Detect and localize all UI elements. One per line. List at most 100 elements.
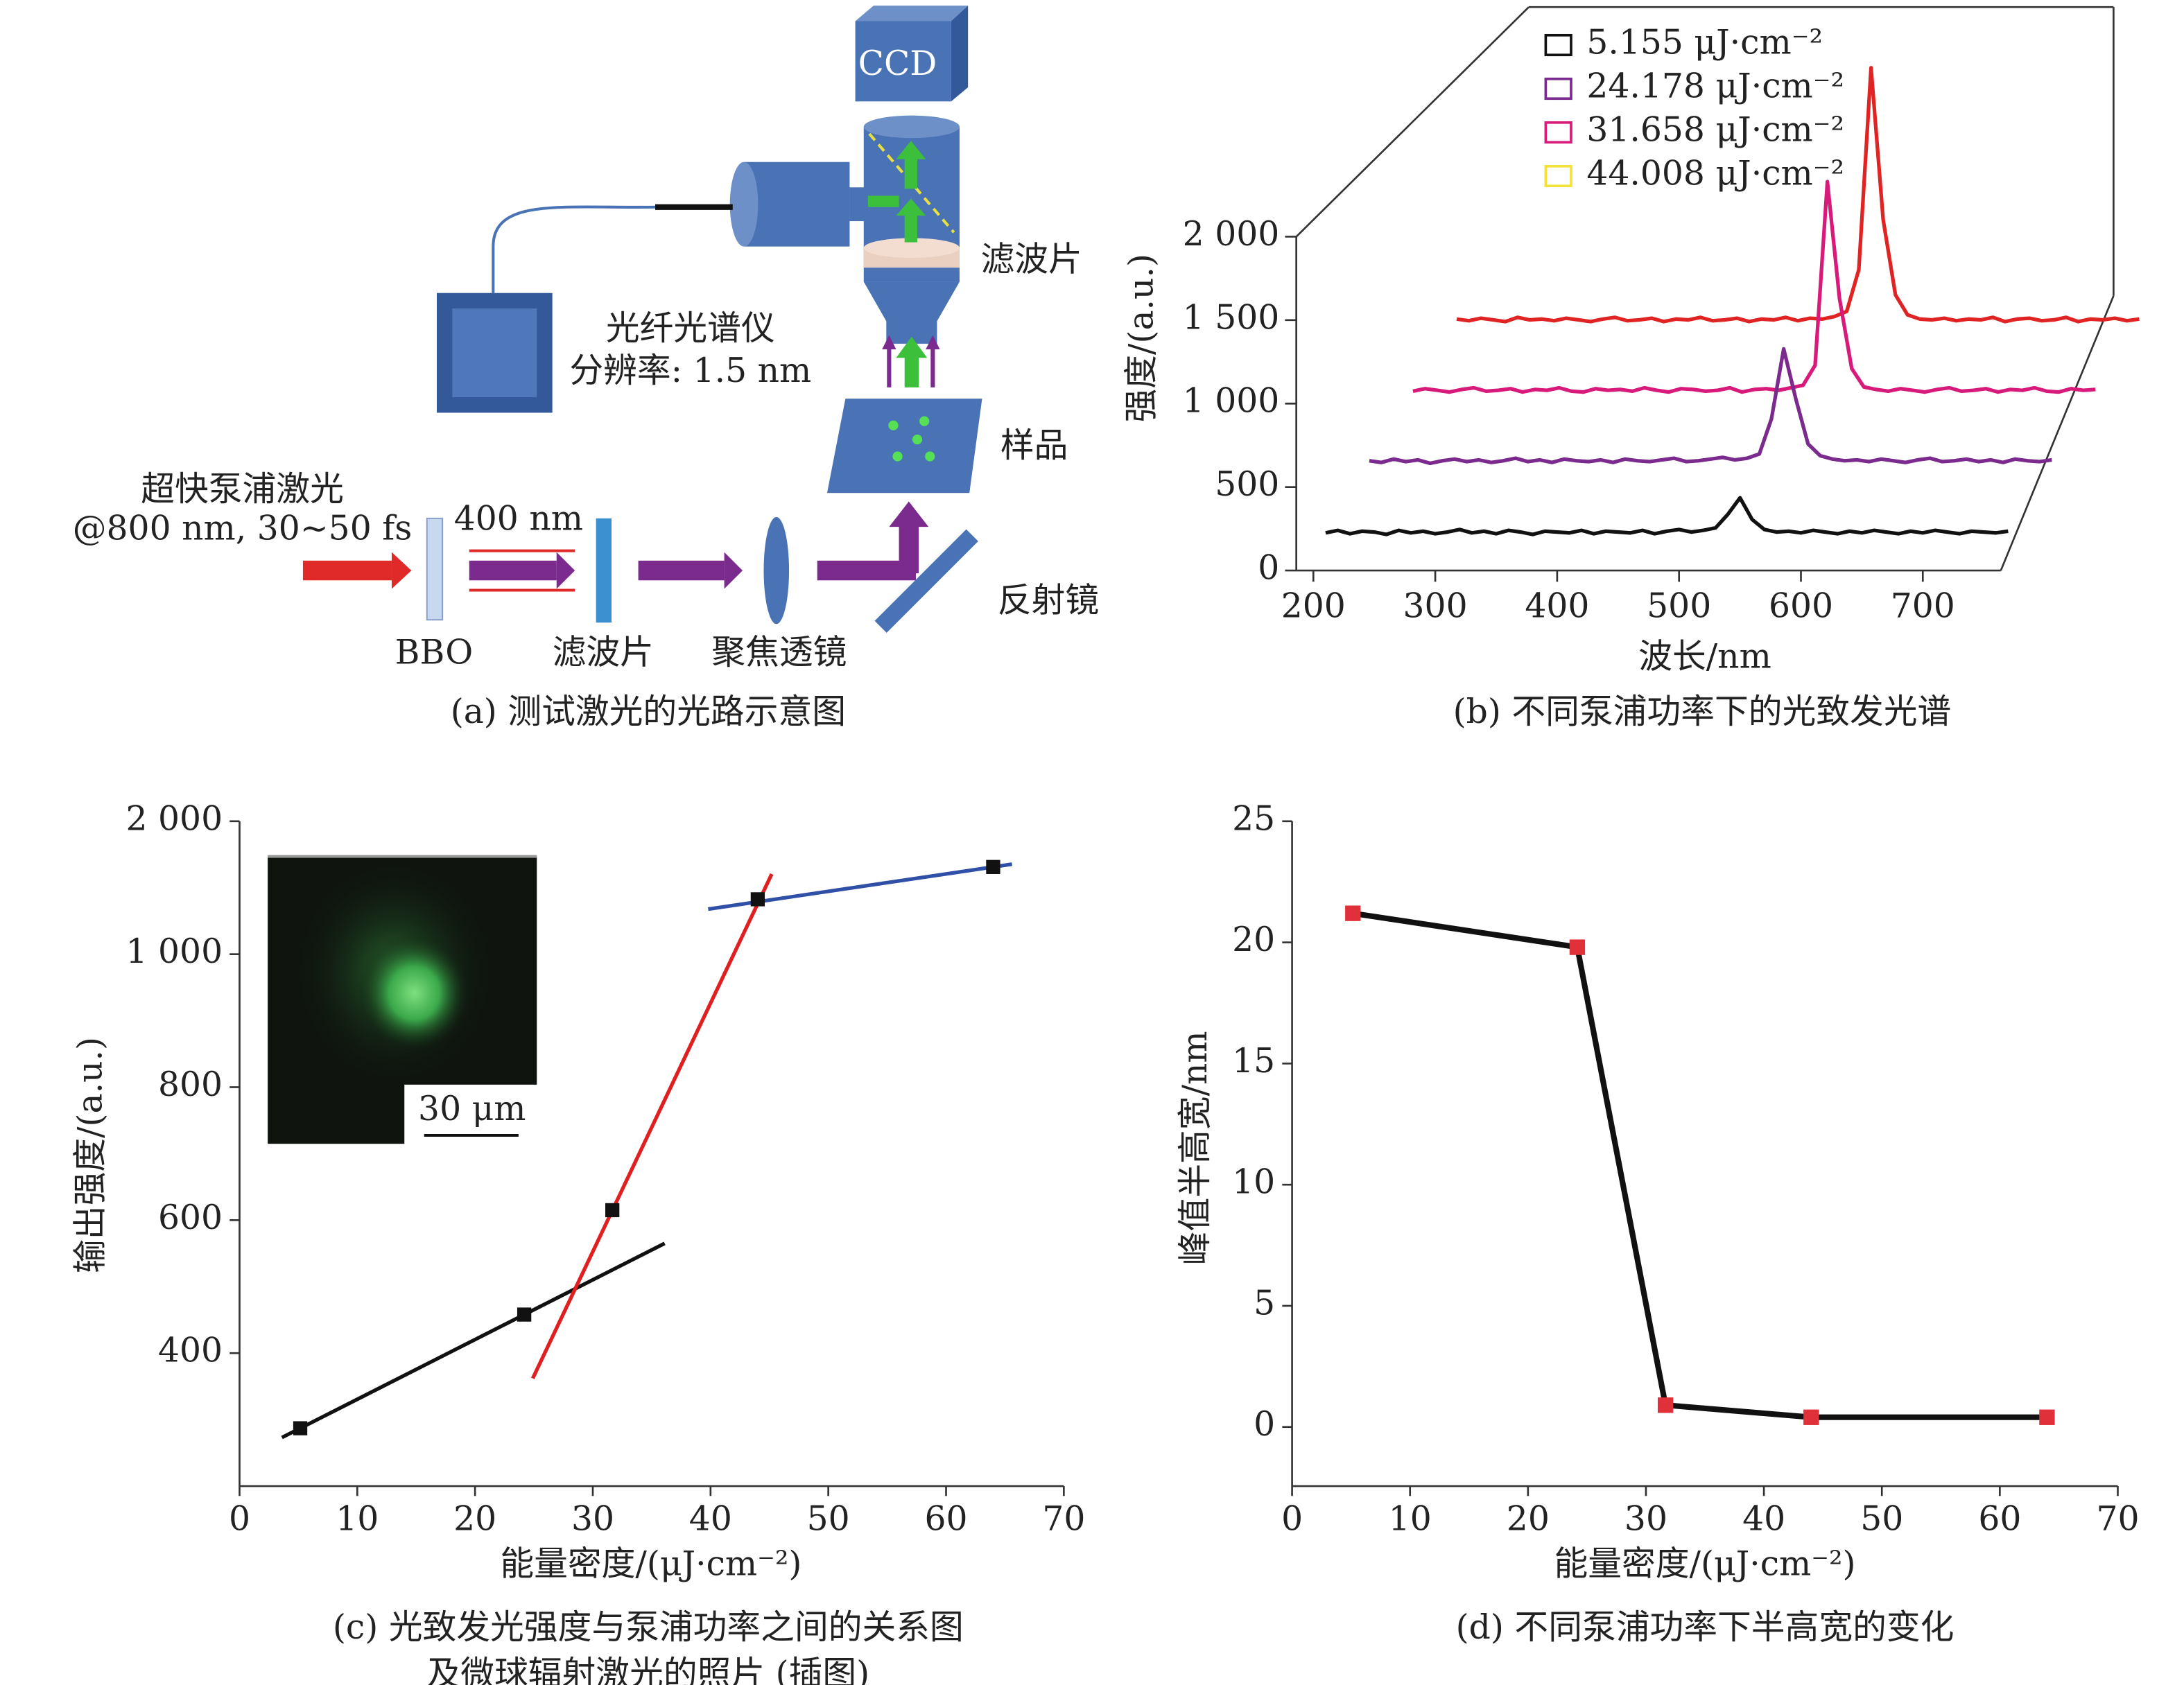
y-axis-title: 输出强度/(a.u.) <box>71 1037 110 1273</box>
spectrometer-label: 光纤光谱仪 <box>606 308 775 348</box>
y-tick-label: 25 <box>1232 798 1275 838</box>
filter-plate <box>596 518 612 623</box>
x-tick-label: 70 <box>2096 1499 2139 1538</box>
y-tick-label: 400 <box>158 1331 223 1370</box>
fiber-coupler <box>744 161 850 247</box>
x-tick-label: 30 <box>571 1499 614 1538</box>
bbo-label: BBO <box>395 633 474 672</box>
mirror <box>874 529 978 633</box>
x-axis-title: 波长/nm <box>1638 637 1771 676</box>
objective-taper <box>863 281 960 322</box>
legend-swatch <box>1544 164 1572 188</box>
sample-label: 样品 <box>1000 426 1068 465</box>
data-point <box>1345 905 1361 921</box>
pump-beam-head <box>889 501 929 527</box>
pump-beam <box>638 560 725 581</box>
caption: (c) 光致发光强度与泵浦功率之间的关系图 <box>333 1607 964 1647</box>
fiber-coupler-end <box>729 161 759 247</box>
laser-label: 超快泵浦激光 <box>141 469 344 509</box>
x-tick-label: 60 <box>924 1499 967 1538</box>
fiber-connector <box>849 187 867 222</box>
fiber-cable <box>492 205 656 293</box>
spectrum-line <box>1412 180 2096 394</box>
x-tick-label: 500 <box>1647 586 1711 625</box>
filter-label: 滤波片 <box>553 633 654 672</box>
emission-arrow-head <box>896 336 928 358</box>
data-point <box>1803 1409 1819 1425</box>
y-tick-label: 0 <box>1254 1404 1275 1444</box>
legend-label: 44.008 μJ·cm⁻² <box>1586 154 1844 193</box>
inset-label: 30 μm <box>418 1089 526 1128</box>
focusing-lens <box>763 516 790 625</box>
fit-line <box>531 873 774 1379</box>
beam-splitter <box>868 132 955 234</box>
spectrum-line <box>1325 496 2009 536</box>
y-tick-label: 1 000 <box>1183 381 1280 421</box>
spectrometer-face <box>452 308 537 398</box>
data-point <box>1657 1397 1674 1413</box>
spectrum-line <box>1369 347 2052 466</box>
pump-beam-head <box>724 552 743 589</box>
caption: 及微球辐射激光的照片 (插图) <box>426 1654 869 1685</box>
x-tick-label: 600 <box>1769 586 1833 625</box>
x-tick-label: 0 <box>229 1499 250 1538</box>
pump-beam <box>469 560 557 581</box>
ccd-front <box>855 21 951 102</box>
legend-swatch <box>1544 121 1572 144</box>
mirror-label: 反射镜 <box>998 580 1099 620</box>
x-tick-label: 10 <box>1389 1499 1432 1538</box>
inset-photo <box>268 855 539 1146</box>
x-tick-label: 20 <box>453 1499 496 1538</box>
ccd-label: CCD <box>858 44 937 83</box>
green-arrow-head <box>896 198 926 216</box>
x-tick-label: 200 <box>1281 586 1346 625</box>
caption: (a) 测试激光的光路示意图 <box>451 692 846 731</box>
caption: (d) 不同泵浦功率下半高宽的变化 <box>1456 1607 1955 1647</box>
x-tick-label: 10 <box>336 1499 379 1538</box>
x-tick-label: 50 <box>1860 1499 1903 1538</box>
y-axis-title: 峰值半高宽/nm <box>1175 1031 1215 1265</box>
x-axis-title: 能量密度/(μJ·cm⁻²) <box>500 1544 801 1583</box>
caption: (b) 不同泵浦功率下的光致发光谱 <box>1453 692 1952 731</box>
ccd-side <box>951 6 969 102</box>
data-point <box>2039 1409 2055 1425</box>
y-tick-label: 1 500 <box>1183 297 1280 337</box>
data-point <box>605 1203 620 1218</box>
x-tick-label: 40 <box>1742 1499 1785 1538</box>
y-tick-label: 600 <box>158 1198 223 1237</box>
x-tick-label: 400 <box>1525 586 1589 625</box>
y-tick-label: 800 <box>158 1065 223 1104</box>
y-tick-label: 10 <box>1232 1162 1275 1202</box>
data-point <box>293 1421 308 1435</box>
legend-swatch <box>1544 77 1572 101</box>
x-tick-label: 60 <box>1978 1499 2021 1538</box>
laser-spec-label: @800 nm, 30~50 fs <box>73 509 413 548</box>
axis-frame <box>2000 295 2115 571</box>
objective-top <box>863 115 960 139</box>
pump-beam-head <box>556 552 575 589</box>
laser-beam <box>302 560 392 581</box>
x-tick-label: 700 <box>1891 586 1955 625</box>
resolution-label: 分辨率: 1.5 nm <box>569 351 811 390</box>
x-tick-label: 20 <box>1507 1499 1550 1538</box>
green-arrow <box>904 213 917 243</box>
legend-label: 5.155 μJ·cm⁻² <box>1586 23 1823 62</box>
legend-label: 31.658 μJ·cm⁻² <box>1586 110 1844 150</box>
laser-beam-head <box>391 552 412 589</box>
x-tick-label: 30 <box>1624 1499 1667 1538</box>
green-arrow <box>867 195 899 207</box>
optical-setup: CCD 滤波片 光纤光谱仪 分辨率: 1.5 nm 样品 超快泵浦激光 @800… <box>73 6 1099 731</box>
axis-frame <box>1295 6 1529 238</box>
y-tick-label: 2 000 <box>1183 214 1280 254</box>
y-tick-label: 2 000 <box>125 798 223 838</box>
sample <box>826 399 982 494</box>
ccd-top <box>855 6 969 21</box>
y-tick-label: 15 <box>1232 1041 1275 1081</box>
filter-disc-top <box>863 238 960 258</box>
x-axis-title: 能量密度/(μJ·cm⁻²) <box>1554 1544 1855 1583</box>
filter-label: 滤波片 <box>980 240 1082 279</box>
data-point <box>750 892 765 907</box>
photo-glow <box>358 934 471 1053</box>
